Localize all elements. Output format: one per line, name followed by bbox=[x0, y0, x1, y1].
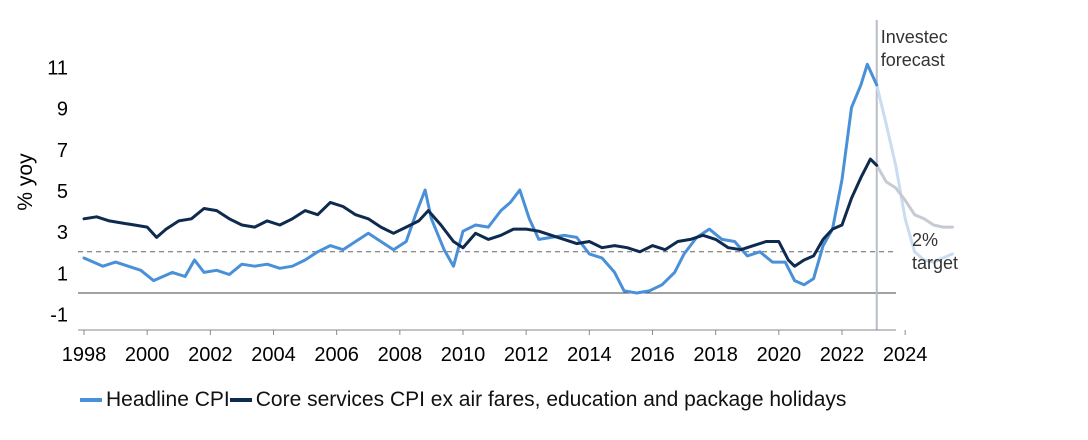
series-line-headline bbox=[82, 62, 879, 295]
legend-swatch-core bbox=[229, 398, 252, 402]
series-line-headline_forecast bbox=[875, 83, 954, 264]
target-annotation: 2% target bbox=[912, 230, 958, 273]
legend-label-core: Core services CPI ex air fares, educatio… bbox=[255, 388, 847, 411]
x-tick-label: 2024 bbox=[883, 344, 928, 366]
axes: -1 1 3 5 7 9 11 1998 2000 2002 2004 2006 2008 2010 201… bbox=[47, 57, 927, 366]
y-tick-label: 7 bbox=[57, 140, 68, 162]
x-tick-label: 2010 bbox=[441, 344, 486, 366]
x-tick-label: 2012 bbox=[504, 344, 549, 366]
forecast-annotation-line: forecast bbox=[881, 50, 945, 70]
target-annotation-line: target bbox=[912, 253, 958, 273]
x-tick-label: 2016 bbox=[630, 344, 675, 366]
x-tick-label: 1998 bbox=[62, 344, 107, 366]
x-tick-label: 2018 bbox=[693, 344, 738, 366]
x-tick-label: 2020 bbox=[757, 344, 802, 366]
x-tick-label: 2022 bbox=[820, 344, 865, 366]
series-line-core bbox=[82, 157, 879, 268]
legend-item-headline[interactable]: Headline CPI bbox=[80, 388, 230, 412]
x-tick-label: 2002 bbox=[188, 344, 233, 366]
forecast-annotation-line: Investec bbox=[881, 27, 948, 47]
reference-lines bbox=[78, 20, 896, 330]
x-tick-label: 2006 bbox=[314, 344, 359, 366]
y-tick-label: 9 bbox=[57, 99, 68, 121]
legend-swatch-headline bbox=[80, 398, 102, 402]
y-axis-label: % yoy bbox=[14, 153, 37, 211]
legend-label-headline: Headline CPI bbox=[106, 388, 230, 411]
x-tick-label: 2004 bbox=[251, 344, 296, 366]
x-tick-label: 2008 bbox=[378, 344, 423, 366]
x-tick-label: 2000 bbox=[125, 344, 170, 366]
y-tick-label: -1 bbox=[50, 305, 68, 327]
y-tick-label: 1 bbox=[57, 263, 68, 285]
x-tick-label: 2014 bbox=[567, 344, 612, 366]
target-annotation-line: 2% bbox=[912, 230, 938, 250]
legend: Headline CPI Core services CPI ex air fa… bbox=[80, 388, 846, 412]
legend-item-core[interactable]: Core services CPI ex air fares, educatio… bbox=[229, 388, 847, 412]
y-tick-label: 3 bbox=[57, 222, 68, 244]
series-lines bbox=[82, 62, 954, 295]
y-tick-label: 5 bbox=[57, 181, 68, 203]
forecast-annotation: Investec forecast bbox=[881, 27, 948, 70]
series-line-core_forecast bbox=[875, 163, 954, 229]
y-tick-label: 11 bbox=[47, 57, 68, 79]
